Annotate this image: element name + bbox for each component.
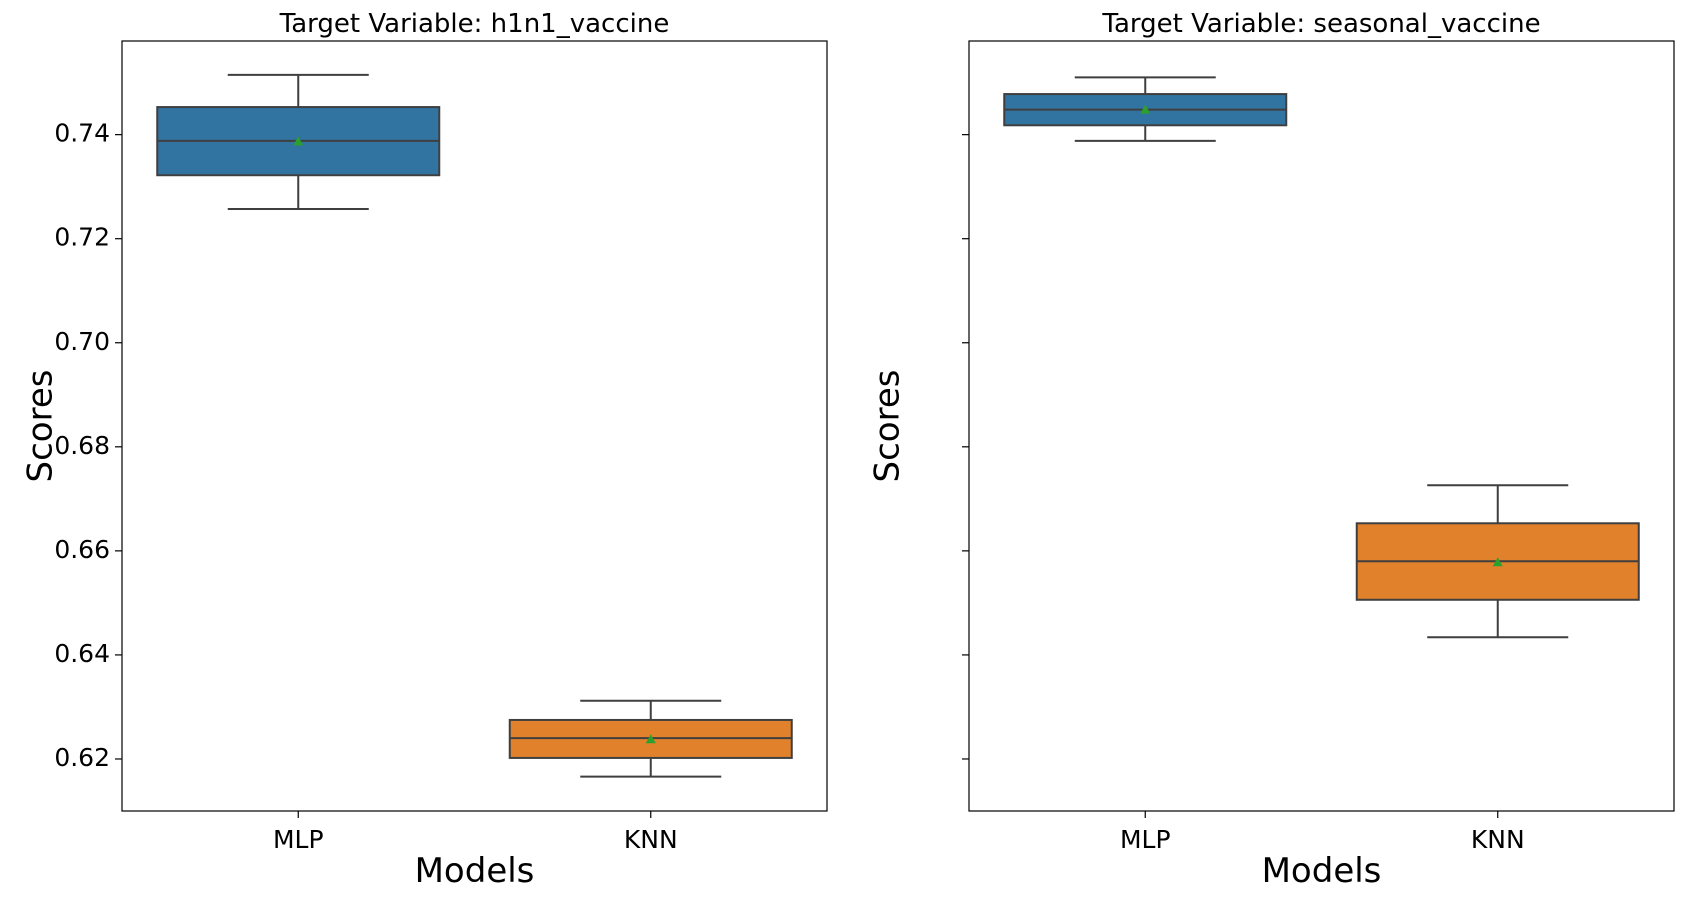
y-tick-label: 0.64 — [54, 639, 110, 668]
x-tick-label: MLP — [1120, 825, 1171, 854]
box-mlp — [1003, 76, 1288, 142]
plot-frame — [968, 40, 1675, 812]
mean-marker — [293, 136, 304, 146]
x-tick-label: KNN — [1471, 825, 1525, 854]
box-knn — [508, 699, 793, 778]
y-tick-label: 0.62 — [54, 743, 110, 772]
box-mlp — [156, 73, 441, 211]
y-tick-label: 0.68 — [54, 431, 110, 460]
y-axis-label: Scores — [21, 370, 61, 483]
panel-title: Target Variable: h1n1_vaccine — [279, 9, 670, 39]
y-tick-label: 0.66 — [54, 535, 110, 564]
panel-seasonal: Target Variable: seasonal_vaccine Models… — [868, 9, 1675, 891]
plot-frame — [121, 40, 828, 812]
x-axis-label: Models — [415, 851, 535, 891]
mean-marker — [645, 734, 656, 744]
mean-marker — [1492, 557, 1503, 567]
y-tick-label: 0.72 — [54, 223, 110, 252]
y-tick-label: 0.70 — [54, 327, 110, 356]
box-knn — [1355, 484, 1640, 639]
mean-marker — [1140, 104, 1151, 114]
x-tick-label: KNN — [624, 825, 678, 854]
x-tick-label: MLP — [273, 825, 324, 854]
x-axis-label: Models — [1262, 851, 1382, 891]
panel-h1n1: Target Variable: h1n1_vaccine Models Sco… — [21, 9, 828, 891]
panel-title: Target Variable: seasonal_vaccine — [1101, 9, 1540, 39]
y-tick-label: 0.74 — [54, 119, 110, 148]
y-axis-label: Scores — [868, 370, 908, 483]
